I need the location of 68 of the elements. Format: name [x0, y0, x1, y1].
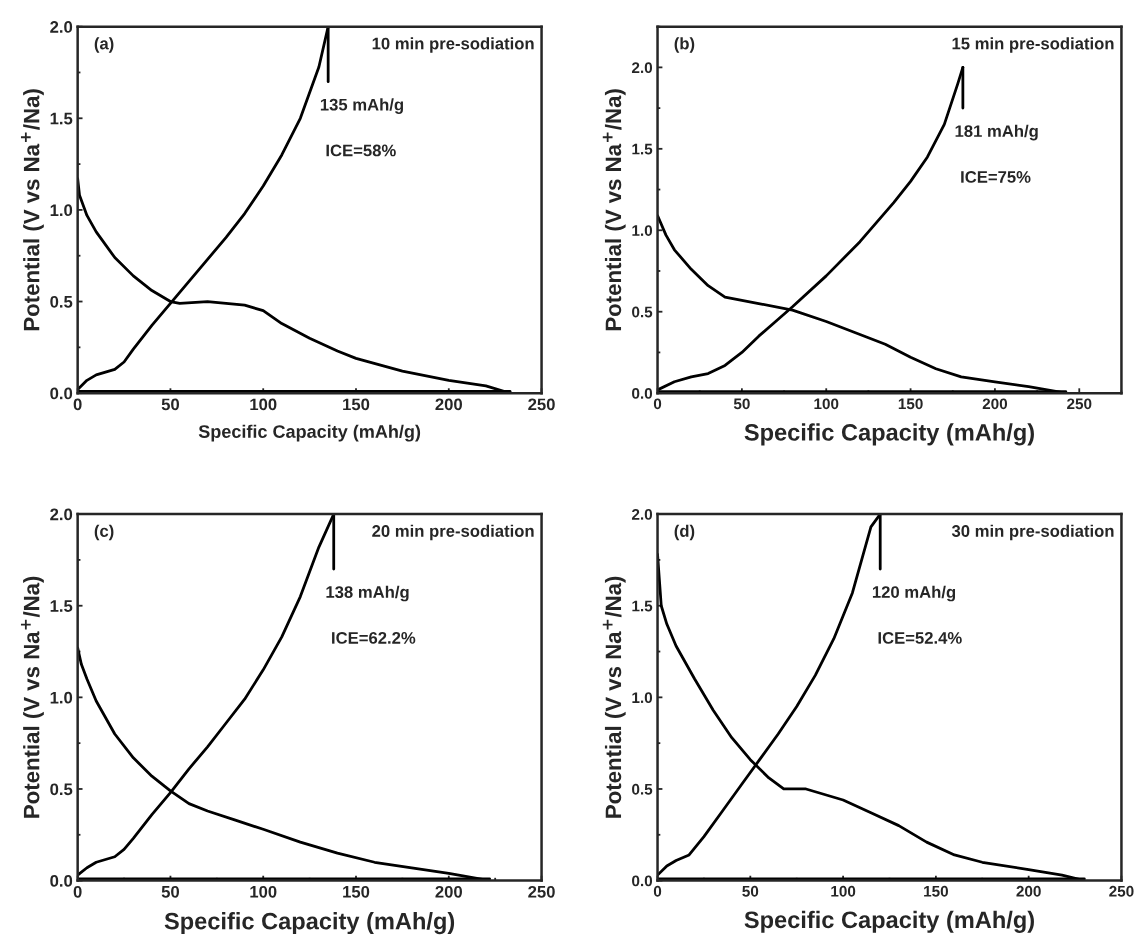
y-tick-label: 2.0 [631, 508, 653, 520]
y-tick-label: 0.0 [632, 388, 653, 399]
x-tick-label: 50 [742, 885, 759, 897]
y-tick-label: 0.0 [50, 875, 73, 887]
y-tick-label: 0.5 [50, 295, 73, 308]
annotation: (c) [94, 524, 114, 541]
y-tick-label: 0.5 [50, 783, 73, 796]
x-tick-label: 150 [343, 885, 370, 898]
x-tick-label: 0 [73, 398, 82, 411]
annotation: 10 min pre-sodiation [372, 37, 534, 53]
annotation: 181 mAh/g [955, 124, 1038, 141]
annotation: ICE=62.2% [332, 632, 416, 644]
y-axis-title: Potential (V vs Na$^{+}$/Na) [20, 89, 44, 331]
y-tick-label: 1.5 [50, 112, 73, 125]
y-tick-label: 1.0 [632, 225, 653, 236]
x-axis-title: Specific Capacity (mAh/g) [744, 423, 1034, 446]
y-tick-label: 0.5 [632, 306, 653, 318]
x-tick-label: 250 [528, 885, 555, 898]
x-tick-label: 250 [1109, 885, 1134, 897]
y-tick-label: 1.5 [632, 143, 653, 155]
x-tick-label: 100 [831, 885, 856, 897]
x-tick-label: 200 [1016, 885, 1041, 897]
y-tick-label: 1.0 [632, 692, 653, 704]
x-tick-label: 100 [250, 885, 277, 898]
x-tick-label: 100 [814, 398, 839, 410]
annotation: 20 min pre-sodiation [372, 524, 534, 541]
y-tick-label: 1.5 [632, 600, 653, 612]
annotation: (a) [94, 37, 114, 53]
x-tick-label: 0 [73, 885, 82, 898]
y-tick-label: 1.0 [50, 691, 73, 704]
annotation: (d) [674, 524, 695, 541]
annotation: 15 min pre-sodiation [952, 37, 1114, 53]
y-tick-label: 0.0 [632, 875, 653, 887]
x-tick-label: 150 [343, 398, 370, 411]
y-axis-title: Potential (V vs Na$^{+}$/Na) [602, 576, 626, 818]
x-tick-label: 200 [982, 398, 1008, 410]
y-tick-label: 2.0 [631, 62, 653, 74]
x-tick-label: 200 [435, 885, 462, 898]
x-tick-label: 50 [161, 398, 180, 411]
x-tick-label: 150 [924, 885, 948, 897]
y-tick-label: 0.0 [50, 387, 73, 400]
x-tick-label: 250 [1067, 398, 1092, 410]
x-tick-label: 0 [653, 885, 662, 897]
x-tick-label: 100 [250, 398, 277, 411]
y-tick-label: 2.0 [50, 508, 73, 521]
x-axis-title: Specific Capacity (mAh/g) [198, 424, 421, 442]
x-tick-label: 50 [733, 398, 750, 410]
x-axis-title: Specific Capacity (mAh/g) [744, 910, 1034, 933]
annotation: ICE=52.4% [878, 632, 962, 644]
x-tick-label: 250 [528, 398, 555, 411]
x-tick-label: 150 [898, 398, 923, 410]
annotation: ICE=75% [961, 171, 1031, 183]
annotation: 30 min pre-sodiation [951, 524, 1114, 541]
y-tick-label: 1.0 [50, 204, 73, 217]
y-tick-label: 2.0 [50, 21, 73, 33]
y-tick-label: 0.5 [632, 783, 653, 795]
x-tick-label: 0 [653, 398, 662, 410]
y-tick-label: 1.5 [50, 600, 73, 612]
x-axis-title: Specific Capacity (mAh/g) [164, 912, 455, 935]
annotation: 138 mAh/g [326, 585, 409, 602]
annotation: ICE=58% [326, 144, 396, 157]
x-tick-label: 200 [435, 398, 462, 411]
annotation: (b) [674, 37, 695, 53]
y-axis-title: Potential (V vs Na$^{+}$/Na) [20, 576, 44, 818]
x-tick-label: 50 [161, 885, 180, 898]
annotation: 120 mAh/g [872, 585, 956, 602]
y-axis-title: Potential (V vs Na$^{+}$/Na) [602, 89, 626, 331]
annotation: 135 mAh/g [320, 98, 403, 114]
